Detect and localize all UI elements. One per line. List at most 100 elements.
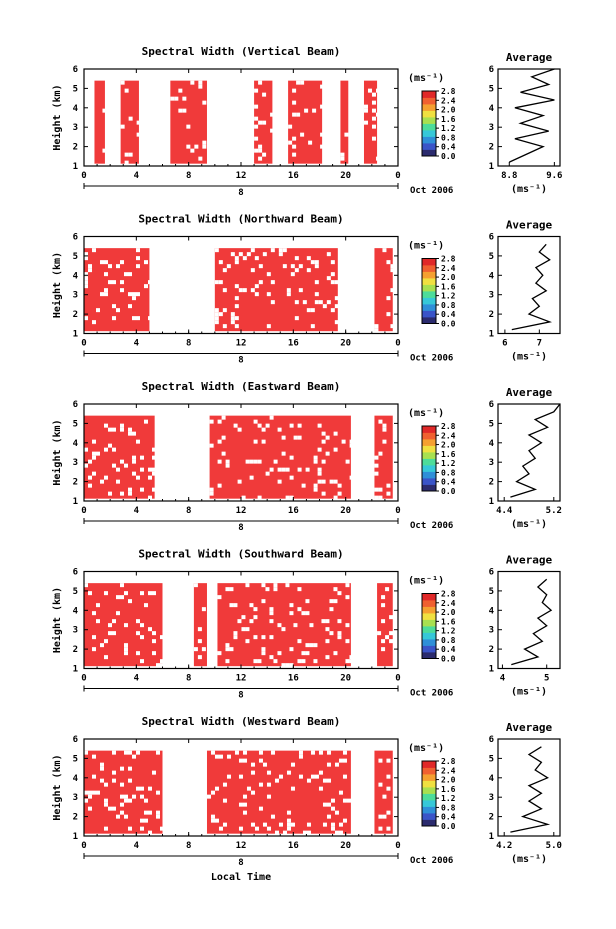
gap-cell bbox=[92, 647, 96, 652]
gap-cell bbox=[330, 798, 335, 803]
colorbar-tick-label: 0.8 bbox=[441, 803, 456, 812]
gap-cell bbox=[329, 599, 334, 604]
gap-cell bbox=[152, 651, 156, 656]
gap-cell bbox=[310, 750, 315, 755]
gap-cell bbox=[297, 435, 302, 440]
gap-cell bbox=[261, 635, 266, 640]
avg-x-tick-label: 5 bbox=[544, 674, 549, 684]
gap-cell bbox=[333, 651, 338, 656]
colorbar-swatch bbox=[422, 265, 436, 272]
gap-cell bbox=[84, 272, 88, 277]
y-tick-label: 1 bbox=[73, 162, 78, 172]
gap-cell bbox=[214, 248, 219, 253]
x-tick-label: 0 bbox=[81, 506, 86, 516]
avg-y-tick-label: 3 bbox=[489, 793, 494, 803]
gap-cell bbox=[250, 248, 255, 253]
avg-y-tick-label: 4 bbox=[489, 271, 495, 281]
colorbar-swatch bbox=[422, 317, 436, 324]
average-profile-line bbox=[511, 243, 553, 331]
x-tick-label: 12 bbox=[236, 841, 247, 851]
colorbar-swatch bbox=[422, 619, 436, 627]
colorbar-tick-label: 0.4 bbox=[441, 143, 456, 152]
gap-cell bbox=[294, 268, 299, 273]
gap-cell bbox=[254, 284, 259, 289]
gap-cell bbox=[325, 619, 330, 624]
gap-cell bbox=[96, 790, 100, 795]
gap-cell bbox=[289, 603, 294, 608]
colorbar-tick-label: 0.0 bbox=[441, 487, 456, 496]
gap-cell bbox=[242, 288, 247, 293]
colorbar-swatch bbox=[422, 271, 436, 279]
gap-cell bbox=[294, 300, 299, 305]
gap-cell bbox=[84, 750, 88, 755]
colorbar-swatch bbox=[422, 278, 436, 285]
gap-cell bbox=[104, 655, 108, 660]
panel-title: Spectral Width (Northward Beam) bbox=[138, 213, 343, 226]
gap-cell bbox=[144, 818, 148, 823]
gap-cell bbox=[120, 595, 124, 600]
gap-cell bbox=[312, 108, 317, 113]
colorbar-tick-label: 1.6 bbox=[441, 785, 456, 794]
colorbar-swatch bbox=[422, 432, 436, 440]
gap-cell bbox=[292, 144, 297, 149]
gap-cell bbox=[120, 280, 124, 285]
gap-cell bbox=[100, 762, 104, 767]
gap-cell bbox=[100, 778, 104, 783]
gap-cell bbox=[333, 587, 338, 592]
colorbar-frame bbox=[421, 593, 437, 659]
gap-cell bbox=[258, 806, 263, 811]
gap-cell bbox=[136, 316, 140, 321]
gap-cell bbox=[306, 830, 311, 835]
gap-cell bbox=[152, 471, 156, 476]
gap-cell bbox=[152, 467, 156, 472]
gap-cell bbox=[317, 479, 322, 484]
gap-cell bbox=[253, 607, 258, 612]
gap-cell bbox=[238, 288, 243, 293]
gap-cell bbox=[296, 80, 301, 85]
gap-cell bbox=[305, 643, 310, 648]
gap-cell bbox=[218, 260, 223, 265]
avg-y-tick-label: 5 bbox=[489, 84, 494, 94]
gap-cell bbox=[136, 475, 140, 480]
colorbar-tick-label: 2.4 bbox=[441, 599, 456, 608]
gap-cell bbox=[371, 100, 376, 105]
gap-cell bbox=[285, 467, 290, 472]
x-tick-label: 0 bbox=[81, 171, 86, 181]
gap-cell bbox=[152, 770, 156, 775]
gap-cell bbox=[386, 758, 391, 763]
colorbar-swatch bbox=[422, 97, 436, 105]
gap-cell bbox=[245, 639, 250, 644]
gap-cell bbox=[381, 619, 386, 624]
gap-cell bbox=[108, 631, 112, 636]
avg-y-tick-label: 6 bbox=[489, 65, 494, 75]
gap-cell bbox=[381, 647, 386, 652]
gap-cell bbox=[386, 312, 391, 317]
gap-cell bbox=[104, 272, 108, 277]
colorbar-swatch bbox=[422, 471, 436, 479]
colorbar-swatch bbox=[422, 136, 436, 144]
gap-cell bbox=[112, 778, 116, 783]
gap-cell bbox=[102, 148, 107, 153]
gap-cell bbox=[338, 830, 343, 835]
gap-cell bbox=[282, 264, 287, 269]
colorbar-swatch bbox=[422, 780, 436, 788]
gap-cell bbox=[378, 758, 383, 763]
x-tick-label: 0 bbox=[395, 339, 400, 349]
gap-cell bbox=[317, 467, 322, 472]
gap-cell bbox=[108, 443, 112, 448]
gap-cell bbox=[197, 639, 202, 644]
colorbar-tick-label: 2.8 bbox=[441, 255, 456, 264]
x-tick-label: 8 bbox=[186, 339, 191, 349]
gap-cell bbox=[313, 459, 318, 464]
colorbar-swatch bbox=[422, 143, 436, 150]
y-tick-label: 6 bbox=[73, 233, 78, 243]
gap-cell bbox=[190, 80, 195, 85]
gap-cell bbox=[281, 627, 286, 632]
gap-cell bbox=[289, 455, 294, 460]
panel-2: Spectral Width (Northward Beam)123456Hei… bbox=[51, 213, 561, 366]
gap-cell bbox=[100, 479, 104, 484]
gap-cell bbox=[371, 92, 376, 97]
gap-cell bbox=[333, 447, 338, 452]
gap-cell bbox=[278, 248, 283, 253]
gap-cell bbox=[298, 774, 303, 779]
